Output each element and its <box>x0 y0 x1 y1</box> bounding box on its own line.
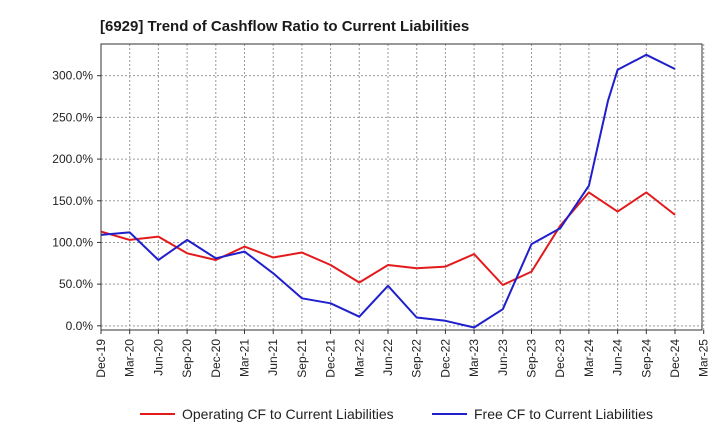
x-tick-label: Dec-24 <box>668 339 682 378</box>
x-tick-label: Mar-21 <box>238 339 252 377</box>
x-tick-label: Sep-21 <box>295 339 309 378</box>
x-tick-label: Dec-22 <box>438 339 452 378</box>
legend-label: Operating CF to Current Liabilities <box>182 406 394 422</box>
x-tick-label: Mar-25 <box>697 339 711 377</box>
y-tick-label: 200.0% <box>52 152 93 166</box>
y-tick-label: 300.0% <box>52 69 93 83</box>
legend: Operating CF to Current Liabilities Free … <box>140 406 653 422</box>
x-tick-label: Jun-21 <box>266 339 280 376</box>
legend-label: Free CF to Current Liabilities <box>474 406 653 422</box>
x-tick-label: Jun-23 <box>496 339 510 376</box>
y-tick-label: 0.0% <box>66 319 94 333</box>
y-tick-label: 150.0% <box>52 194 93 208</box>
x-tick-label: Mar-22 <box>352 339 366 377</box>
y-tick-label: 100.0% <box>52 235 93 249</box>
x-tick-label: Mar-24 <box>582 339 596 377</box>
x-axis: Dec-19 Mar-20 Jun-20 Sep-20 Dec-20 Mar-21 Jun-… <box>94 330 711 378</box>
x-tick-label: Dec-23 <box>553 339 567 378</box>
x-tick-label: Dec-21 <box>324 339 338 378</box>
x-tick-label: Mar-20 <box>123 339 137 377</box>
x-tick-label: Jun-20 <box>151 339 165 376</box>
series-lines <box>100 53 676 329</box>
chart-title: [6929] Trend of Cashflow Ratio to Curren… <box>100 18 469 35</box>
y-axis: 0.0% 50.0% 100.0% 150.0% 200.0% 250.0% 300.0% <box>52 69 101 333</box>
plot-frame <box>100 43 703 331</box>
series-line-2 <box>100 53 676 329</box>
x-tick-label: Mar-23 <box>467 339 481 377</box>
x-tick-label: Sep-20 <box>180 339 194 378</box>
x-tick-label: Dec-20 <box>209 339 223 378</box>
x-tick-label: Jun-22 <box>381 339 395 376</box>
x-tick-label: Sep-22 <box>410 339 424 378</box>
legend-item-2: Free CF to Current Liabilities <box>432 406 653 422</box>
legend-item-1: Operating CF to Current Liabilities <box>140 406 394 422</box>
y-tick-label: 250.0% <box>52 110 93 124</box>
y-tick-label: 50.0% <box>59 277 93 291</box>
x-tick-label: Sep-24 <box>639 339 653 378</box>
x-tick-label: Sep-23 <box>525 339 539 378</box>
grid-lines <box>100 44 705 330</box>
x-tick-label: Jun-24 <box>611 339 625 376</box>
x-tick-label: Dec-19 <box>94 339 108 378</box>
series-line-1 <box>100 191 676 286</box>
